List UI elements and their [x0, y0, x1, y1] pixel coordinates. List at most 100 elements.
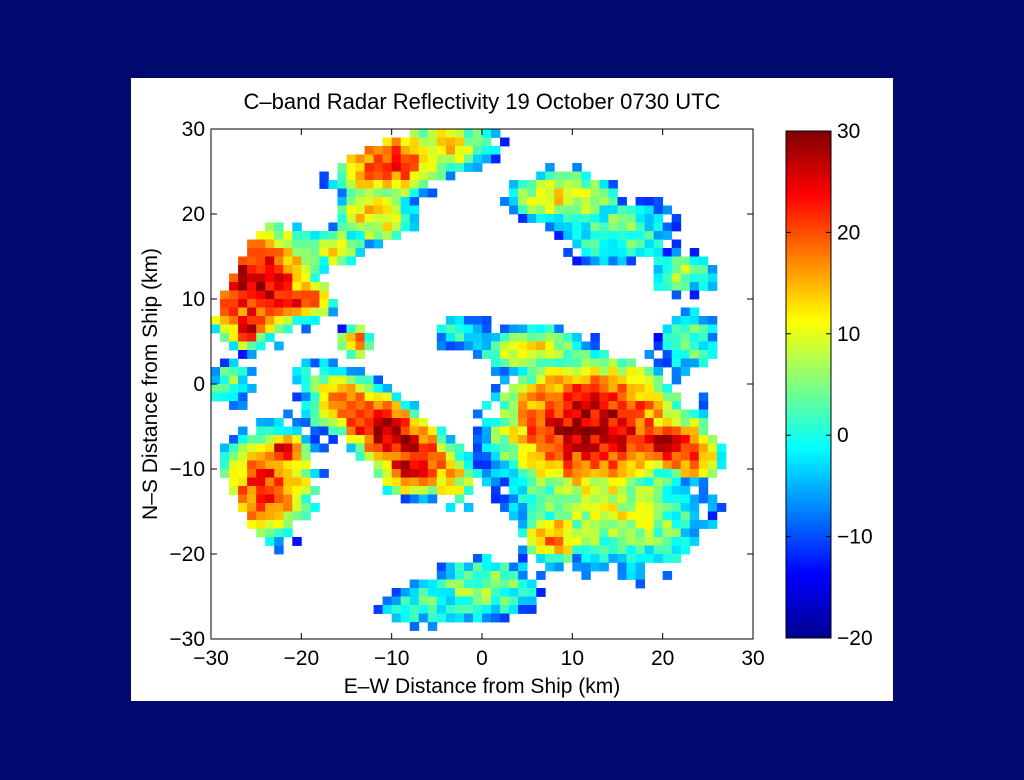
reflectivity-pixel [662, 282, 673, 291]
reflectivity-pixel [554, 520, 564, 529]
reflectivity-pixel [671, 418, 682, 427]
reflectivity-pixel [400, 469, 411, 478]
reflectivity-pixel [689, 520, 700, 529]
reflectivity-pixel [617, 452, 627, 461]
reflectivity-pixel [617, 426, 627, 436]
reflectivity-pixel [238, 443, 248, 453]
reflectivity-pixel [229, 273, 239, 283]
reflectivity-pixel [346, 367, 356, 376]
reflectivity-pixel [346, 426, 356, 436]
reflectivity-pixel [454, 571, 465, 580]
reflectivity-pixel [653, 426, 664, 436]
reflectivity-pixel [482, 137, 492, 147]
reflectivity-pixel [644, 486, 655, 495]
reflectivity-pixel [581, 494, 591, 504]
reflectivity-pixel [617, 256, 627, 266]
reflectivity-pixel [509, 452, 519, 461]
reflectivity-pixel [283, 511, 293, 521]
reflectivity-pixel [445, 469, 456, 478]
reflectivity-pixel [536, 545, 546, 555]
reflectivity-pixel [328, 375, 338, 385]
reflectivity-pixel [418, 605, 429, 614]
reflectivity-pixel [563, 503, 573, 512]
reflectivity-pixel [373, 239, 384, 249]
reflectivity-pixel [536, 384, 546, 393]
reflectivity-pixel [472, 443, 483, 453]
reflectivity-pixel [256, 528, 266, 538]
reflectivity-pixel [644, 537, 655, 546]
reflectivity-pixel [626, 452, 636, 461]
reflectivity-pixel [373, 180, 384, 189]
reflectivity-pixel [527, 443, 537, 453]
reflectivity-pixel [689, 426, 700, 436]
reflectivity-pixel [427, 426, 438, 436]
reflectivity-pixel [310, 392, 320, 402]
reflectivity-pixel [310, 401, 320, 410]
reflectivity-pixel [563, 452, 573, 461]
reflectivity-pixel [463, 503, 474, 512]
reflectivity-pixel [617, 443, 627, 453]
reflectivity-pixel [337, 231, 347, 240]
reflectivity-pixel [445, 486, 456, 495]
reflectivity-pixel [472, 613, 483, 623]
reflectivity-pixel [698, 273, 709, 283]
reflectivity-pixel [635, 197, 645, 206]
reflectivity-pixel [427, 146, 438, 155]
reflectivity-pixel [527, 537, 537, 546]
reflectivity-pixel [238, 341, 248, 351]
reflectivity-pixel [653, 282, 664, 291]
reflectivity-pixel [635, 579, 645, 589]
reflectivity-pixel [229, 375, 239, 385]
reflectivity-pixel [671, 273, 682, 283]
reflectivity-pixel [472, 129, 483, 138]
reflectivity-pixel [518, 214, 528, 223]
reflectivity-pixel [500, 333, 510, 342]
reflectivity-pixel [418, 188, 429, 198]
reflectivity-pixel [454, 163, 465, 172]
reflectivity-pixel [671, 256, 682, 266]
reflectivity-pixel [554, 188, 564, 198]
reflectivity-pixel [301, 273, 311, 283]
reflectivity-pixel [436, 452, 447, 461]
reflectivity-pixel [536, 214, 546, 223]
reflectivity-pixel [554, 171, 564, 181]
reflectivity-pixel [256, 469, 266, 478]
reflectivity-pixel [436, 469, 447, 478]
reflectivity-pixel [283, 520, 293, 529]
reflectivity-pixel [707, 452, 718, 461]
reflectivity-pixel [590, 222, 600, 232]
reflectivity-pixel [211, 316, 221, 325]
reflectivity-pixel [391, 146, 402, 155]
reflectivity-pixel [671, 452, 682, 461]
reflectivity-pixel [292, 460, 302, 470]
reflectivity-pixel [382, 214, 393, 223]
reflectivity-pixel [590, 341, 600, 351]
reflectivity-pixel [608, 418, 618, 427]
reflectivity-pixel [518, 503, 528, 512]
reflectivity-pixel [454, 333, 465, 342]
reflectivity-pixel [581, 239, 591, 249]
reflectivity-pixel [545, 324, 555, 334]
reflectivity-pixel [662, 333, 673, 342]
reflectivity-pixel [545, 180, 555, 189]
reflectivity-pixel [527, 452, 537, 461]
reflectivity-pixel [346, 256, 356, 266]
reflectivity-pixel [608, 452, 618, 461]
reflectivity-pixel [491, 579, 501, 589]
reflectivity-pixel [265, 231, 275, 240]
reflectivity-pixel [680, 452, 691, 461]
reflectivity-pixel [554, 180, 564, 189]
reflectivity-pixel [662, 231, 673, 240]
reflectivity-pixel [400, 477, 411, 487]
reflectivity-pixel [653, 375, 664, 385]
reflectivity-pixel [292, 299, 302, 308]
y-tick-label: 0 [193, 373, 205, 396]
reflectivity-pixel [581, 214, 591, 223]
reflectivity-pixel [373, 154, 384, 164]
reflectivity-pixel [238, 290, 248, 300]
reflectivity-pixel [373, 205, 384, 215]
reflectivity-pixel [617, 545, 627, 555]
reflectivity-pixel [653, 256, 664, 266]
reflectivity-pixel [265, 333, 275, 342]
reflectivity-pixel [337, 248, 347, 257]
